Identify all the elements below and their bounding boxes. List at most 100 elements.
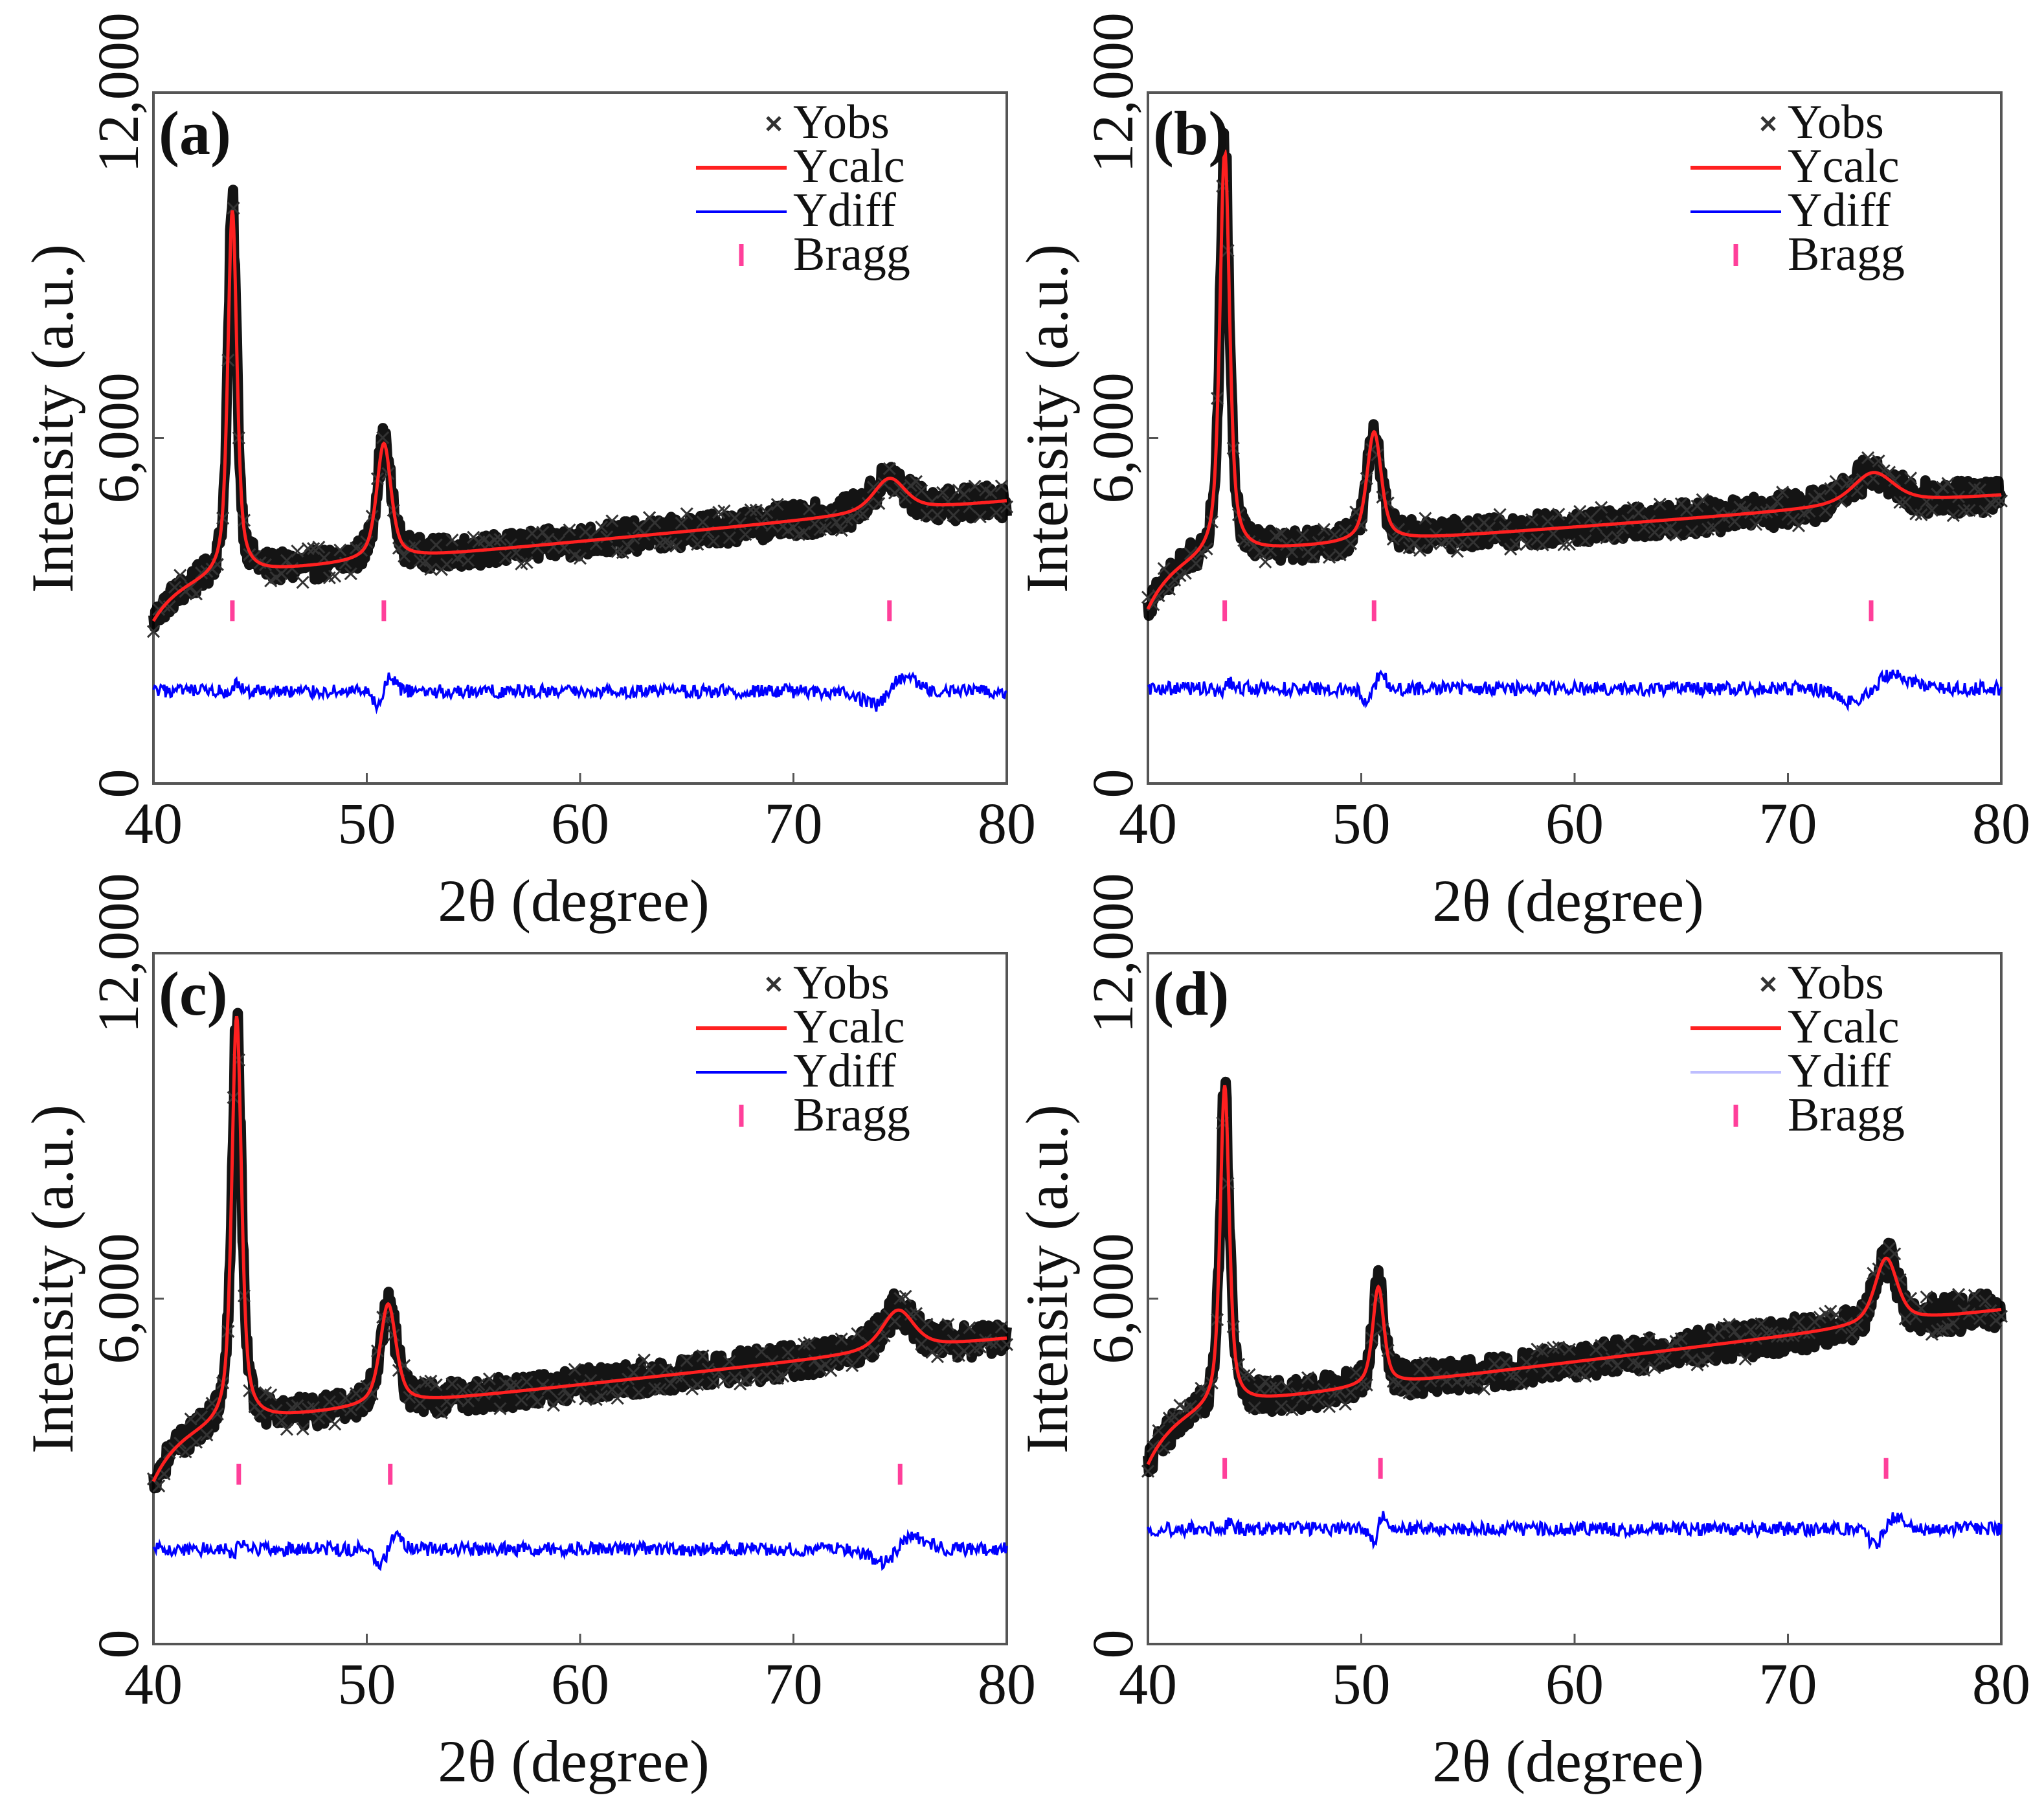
- y-tick-label: 6,000: [1081, 1233, 1145, 1364]
- legend-label-ycalc: Ycalc: [1788, 1000, 1900, 1054]
- calculated-series: [1146, 1085, 2002, 1465]
- observed-point: [227, 201, 240, 215]
- observed-point: [1253, 546, 1267, 560]
- observed-point: [1728, 515, 1742, 528]
- observed-point: [680, 507, 693, 521]
- x-tick-label: 40: [124, 1652, 183, 1717]
- observed-point: [872, 1320, 886, 1334]
- observed-point: [493, 533, 507, 547]
- observed-point: [1317, 523, 1331, 536]
- observed-point: [1946, 509, 1960, 523]
- y-tick-label: 0: [87, 1630, 151, 1659]
- observed-point: [1280, 1380, 1294, 1393]
- observed-point: [1904, 471, 1918, 485]
- observed-point: [419, 554, 432, 568]
- observed-point: [899, 1289, 912, 1303]
- observed-point: [1323, 1400, 1336, 1414]
- observed-point: [563, 523, 576, 537]
- observed-point: [419, 1375, 432, 1389]
- observed-point: [680, 1354, 693, 1368]
- observed-point: [1791, 1315, 1806, 1329]
- y-tick-label: 0: [87, 769, 151, 798]
- x-tick-label: 60: [551, 1652, 609, 1717]
- observed-point: [973, 510, 987, 524]
- observed-point: [1658, 1351, 1672, 1365]
- observed-point: [648, 516, 662, 530]
- observed-point: [291, 1399, 304, 1412]
- observed-point: [1349, 1366, 1363, 1379]
- observed-point: [947, 508, 960, 522]
- observed-point: [1536, 1344, 1549, 1358]
- observed-point: [280, 1423, 293, 1436]
- observed-point: [1424, 536, 1437, 550]
- observed-point: [1509, 537, 1523, 552]
- legend-label-yobs: Yobs: [793, 956, 890, 1009]
- observed-point: [146, 625, 161, 638]
- observed-point: [803, 1336, 816, 1349]
- observed-point: [296, 1422, 309, 1436]
- observed-point: [1653, 497, 1667, 511]
- observed-point: [1957, 504, 1971, 517]
- observed-point: [829, 515, 843, 529]
- observed-point: [1285, 545, 1299, 559]
- observed-point: [413, 1397, 427, 1410]
- x-tick-label: 40: [124, 792, 183, 856]
- observed-point: [1242, 1368, 1256, 1382]
- observed-point: [1333, 548, 1347, 561]
- observed-point: [1557, 538, 1571, 552]
- observed-point: [1829, 1308, 1843, 1322]
- observed-point: [1941, 477, 1955, 490]
- observed-point: [1477, 1382, 1491, 1396]
- observed-point: [1946, 1316, 1960, 1330]
- observed-point: [328, 569, 342, 583]
- observed-point: [755, 1345, 769, 1359]
- observed-point: [866, 480, 881, 494]
- observed-point: [184, 580, 197, 594]
- observed-point: [312, 540, 326, 554]
- x-tick-label: 60: [1545, 792, 1604, 856]
- observed-point: [1578, 534, 1592, 548]
- observed-point: [179, 1445, 192, 1459]
- x-tick-label: 80: [1972, 792, 2030, 856]
- calculated-series: [1146, 150, 2002, 610]
- chart-panel-b: 40 50 60 70 80 0 6,000 12,000 2θ (degree) Intensi…: [1014, 12, 2030, 934]
- observed-point: [1285, 1403, 1299, 1417]
- observed-point: [1248, 1401, 1261, 1415]
- observed-point: [1000, 500, 1014, 513]
- observed-point: [1338, 1397, 1352, 1411]
- observed-point: [1664, 521, 1678, 534]
- x-tick-label: 70: [765, 792, 823, 856]
- observed-point: [958, 1344, 971, 1358]
- observed-point: [936, 486, 950, 499]
- observed-point: [573, 552, 587, 565]
- observed-point: [1679, 503, 1694, 517]
- observed-point: [1296, 528, 1309, 542]
- legend-label-bragg: Bragg: [1788, 228, 1905, 281]
- observed-point: [1595, 1338, 1608, 1352]
- observed-point: [605, 514, 619, 528]
- observed-point: [920, 1317, 934, 1331]
- observed-point: [706, 534, 721, 548]
- observed-point: [776, 1370, 790, 1383]
- observed-point: [594, 521, 609, 534]
- observed-point: [1312, 1393, 1325, 1407]
- observed-point: [1973, 483, 1987, 497]
- observed-markers: [1141, 179, 2008, 611]
- observed-point: [365, 1387, 379, 1401]
- observed-point: [1323, 550, 1336, 564]
- observed-point: [1584, 512, 1597, 525]
- observed-point: [749, 503, 763, 517]
- observed-point: [552, 1393, 566, 1406]
- observed-point: [760, 1369, 774, 1382]
- observed-point: [749, 1371, 763, 1386]
- observed-point: [1525, 513, 1539, 526]
- observed-point: [275, 567, 288, 580]
- observed-point: [1562, 537, 1576, 551]
- observed-point: [936, 1340, 950, 1354]
- observed-point: [440, 558, 454, 571]
- observed-point: [200, 1428, 214, 1442]
- observed-point: [1461, 521, 1475, 534]
- observed-point: [1259, 555, 1272, 569]
- observed-point: [1419, 512, 1432, 525]
